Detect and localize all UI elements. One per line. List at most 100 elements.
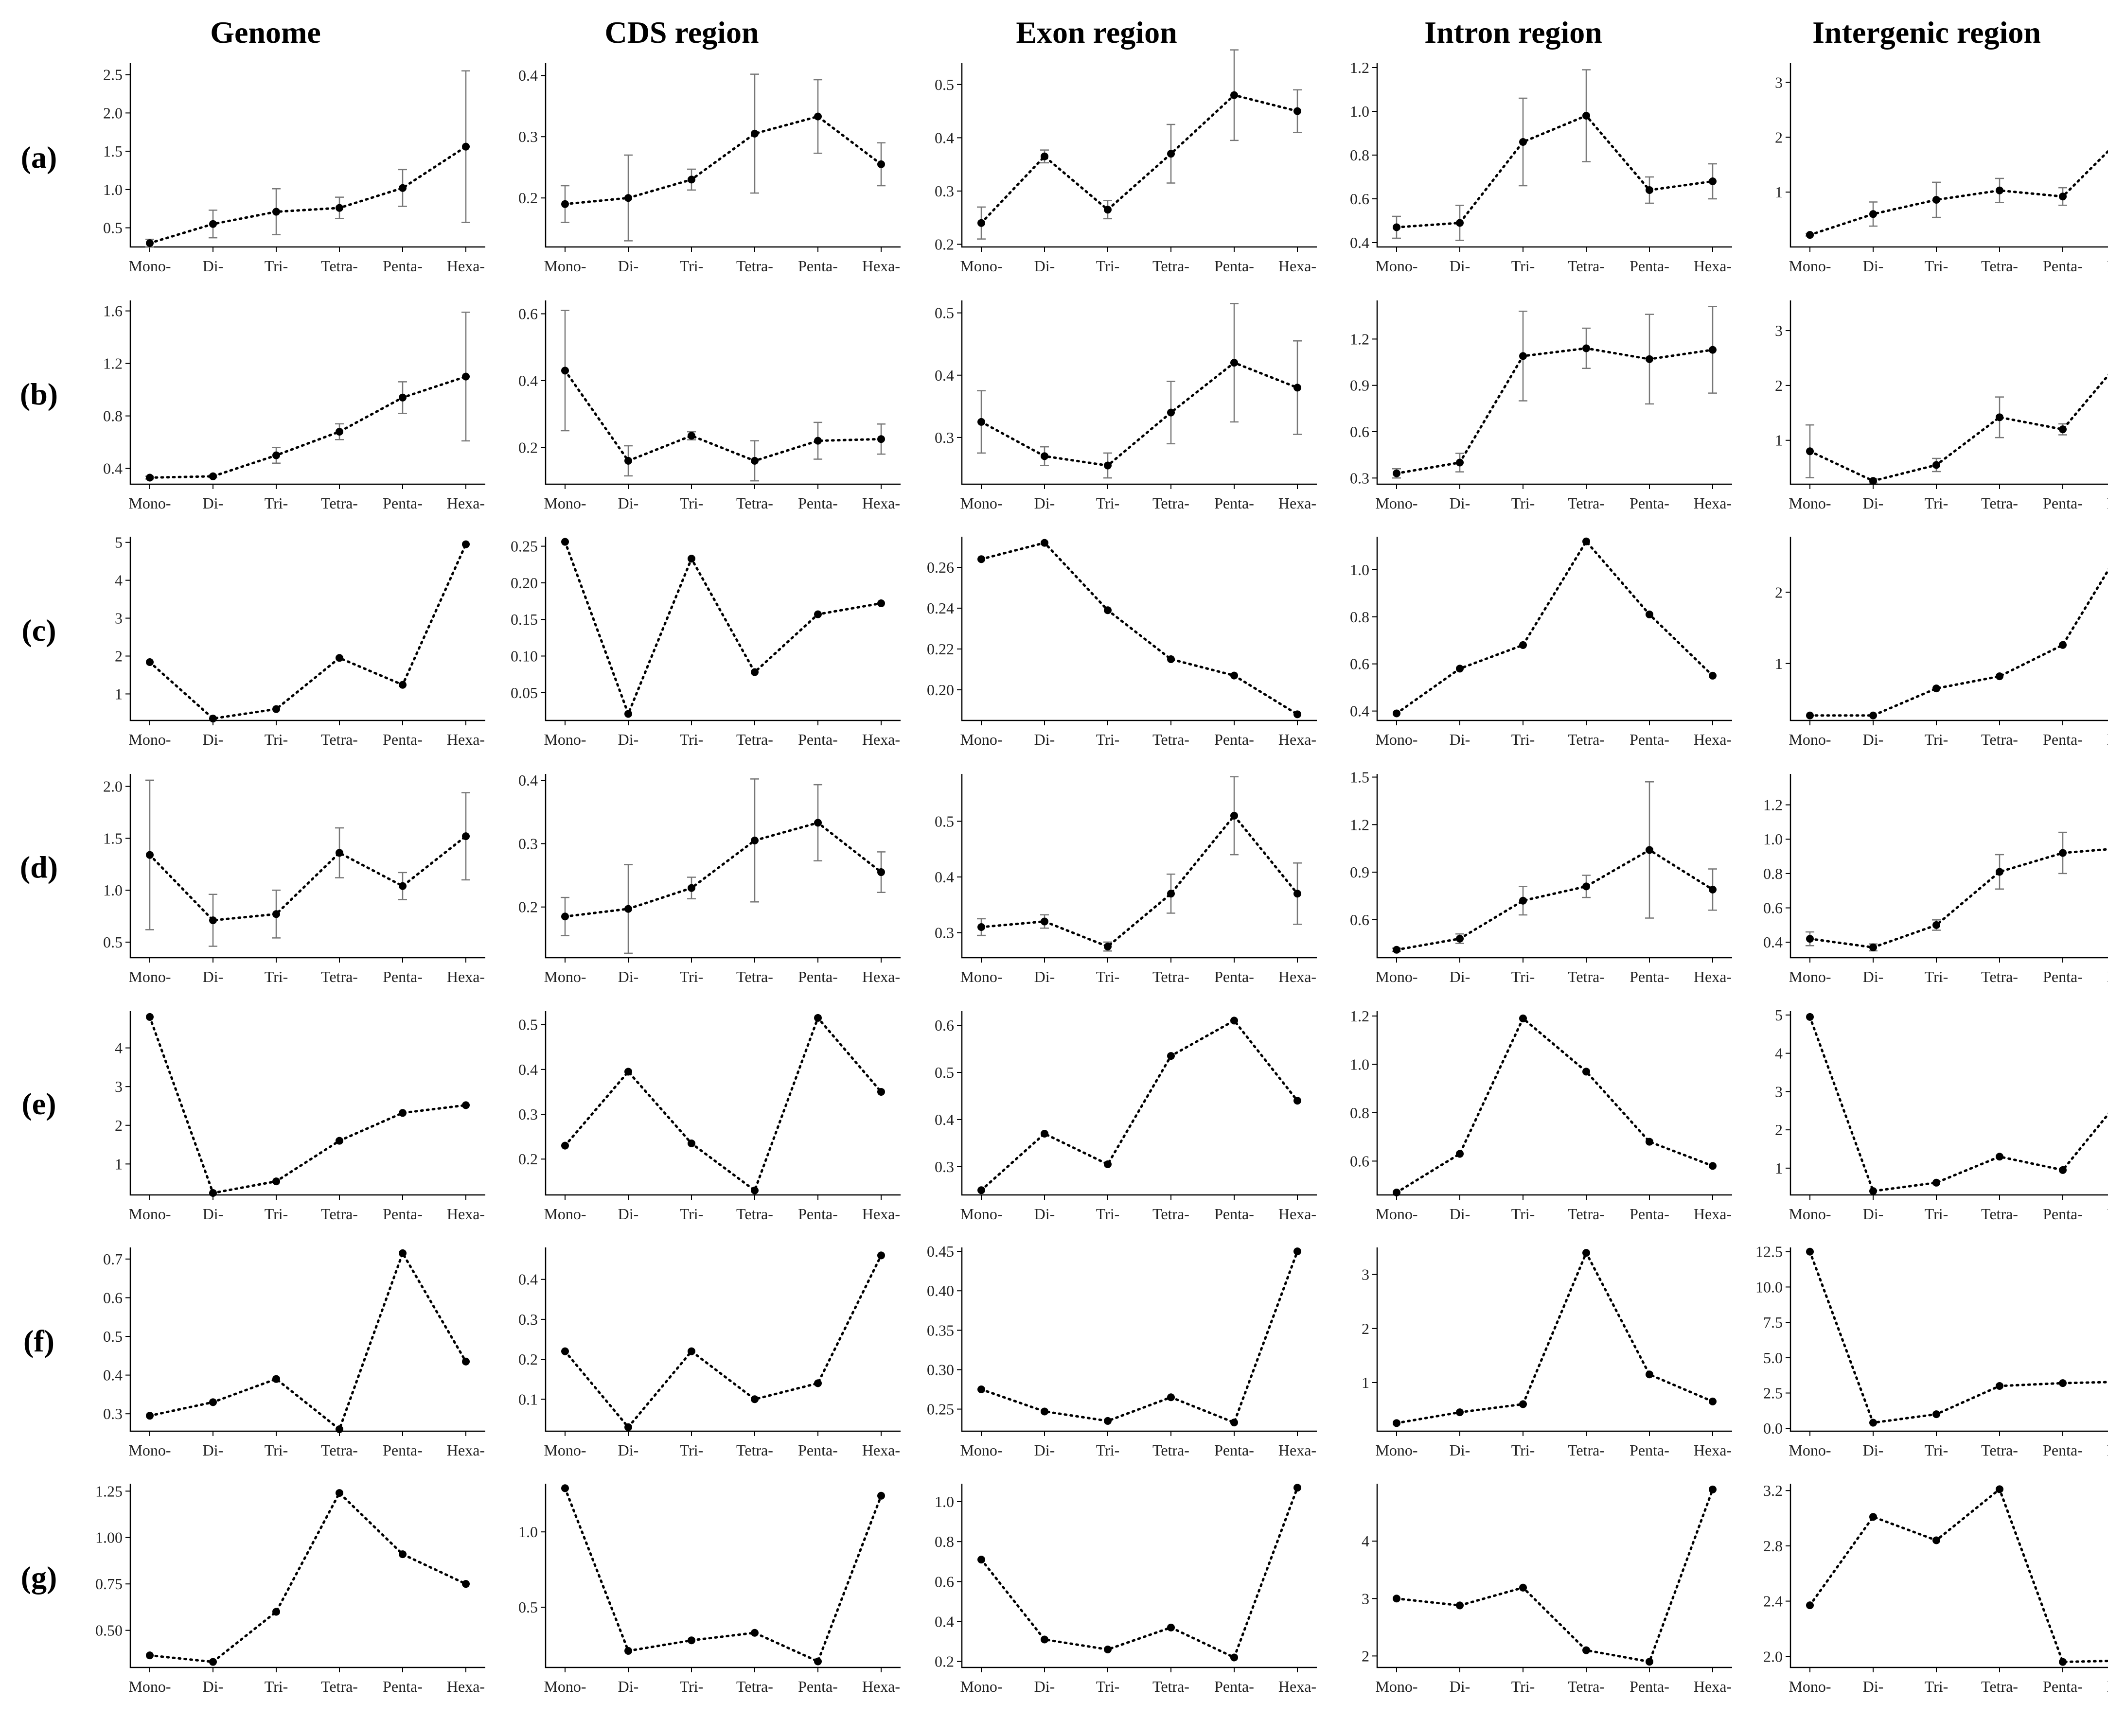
data-point [814, 610, 822, 618]
x-tick-label: Hexa- [1278, 731, 1316, 748]
x-tick-label: Mono- [128, 1205, 171, 1223]
y-tick-label: 0.30 [927, 1361, 954, 1378]
data-point [561, 367, 569, 375]
x-tick-label: Mono- [1789, 731, 1831, 748]
series-line [148, 145, 467, 245]
data-point [1167, 890, 1175, 898]
y-tick-label: 1 [1775, 1159, 1783, 1177]
y-tick-label: 0.8 [1350, 608, 1369, 626]
data-point [1519, 352, 1527, 360]
series-line [980, 93, 1299, 225]
axis-lines [545, 1011, 901, 1196]
y-tick-label: 2.0 [103, 778, 123, 795]
y-tick-label: 1.0 [103, 881, 123, 899]
y-tick-label: 0.6 [1350, 423, 1369, 440]
x-tick-label: Tetra- [321, 731, 358, 748]
x-tick-label: Tri- [1096, 731, 1120, 748]
series-line [1395, 848, 1714, 951]
y-tick-label: 2 [115, 1117, 123, 1134]
panel-e-intron: 0.6 0.8 1.0 1.2 Mono- Di- Tri- Tetra- Penta- Hexa… [1350, 1007, 1732, 1223]
panel-e-cds: 0.2 0.3 0.4 0.5 Mono- Di- Tri- Tetra- Penta- Hexa… [518, 1011, 901, 1223]
x-tick-label: Penta- [1630, 257, 1669, 275]
y-tick-label: 0.8 [1350, 1104, 1369, 1122]
x-tick-label: Tetra- [1981, 1205, 2018, 1223]
data-point [146, 1412, 154, 1420]
series-line [148, 835, 467, 922]
axis-lines [1376, 1247, 1732, 1432]
data-point [624, 1423, 632, 1431]
x-tick-label: Penta- [798, 1678, 838, 1695]
series-line [1395, 539, 1714, 715]
data-point [1293, 1484, 1301, 1492]
x-tick-label: Mono- [960, 731, 1002, 748]
x-tick-label: Di- [203, 1678, 224, 1695]
x-tick-label: Di- [618, 257, 639, 275]
y-tick-label: 0.5 [518, 1016, 538, 1034]
y-tick-label: 3 [1775, 1083, 1783, 1100]
data-point [399, 882, 407, 890]
x-tick-label: Hexa- [1278, 1678, 1316, 1695]
data-point [1167, 1623, 1175, 1631]
data-point [877, 868, 885, 877]
y-tick-label: 0.24 [927, 599, 954, 617]
x-tick-label: Penta- [2043, 494, 2083, 512]
data-point [1041, 1635, 1048, 1644]
axis-lines [1376, 774, 1732, 959]
data-point [877, 1087, 885, 1096]
y-tick-label: 0.20 [511, 574, 538, 592]
x-tick-label: Di- [203, 257, 224, 275]
y-tick-label: 2.4 [1763, 1593, 1783, 1610]
x-tick-label: Mono- [544, 494, 586, 512]
y-tick-label: 0.3 [518, 835, 538, 852]
y-tick-label: 2 [1775, 377, 1783, 394]
axis-lines [961, 537, 1317, 721]
x-tick-label: Hexa- [2107, 494, 2108, 512]
data-point [336, 428, 343, 436]
x-tick-label: Hexa- [447, 1441, 485, 1459]
x-tick-label: Tetra- [1152, 731, 1189, 748]
x-tick-label: Di- [1863, 731, 1884, 748]
x-tick-label: Di- [1863, 1441, 1884, 1459]
data-point [1293, 710, 1301, 719]
y-tick-label: 0.22 [927, 640, 954, 658]
data-point [1230, 1653, 1238, 1662]
data-point [1456, 458, 1464, 467]
data-point [1519, 896, 1527, 905]
data-point [877, 435, 885, 443]
column-title-intron-region: Intron region [1424, 15, 1602, 50]
y-tick-label: 3 [1362, 1590, 1369, 1607]
x-tick-label: Penta- [2043, 968, 2083, 985]
data-point [399, 393, 407, 402]
y-tick-label: 0.7 [103, 1250, 123, 1268]
x-tick-label: Hexa- [1694, 1441, 1732, 1459]
panel-e-genome: 1 2 3 4 Mono- Di- Tri- Tetra- Penta- Hexa- [115, 1011, 485, 1223]
data-point [977, 1385, 985, 1394]
x-tick-label: Penta- [1214, 1441, 1254, 1459]
data-point [399, 184, 407, 192]
x-tick-label: Mono- [960, 968, 1002, 985]
x-tick-label: Di- [1034, 731, 1055, 748]
panel-f-intergenic: 0.0 2.5 5.0 7.5 10.0 12.5 Mono- Di- Tri- Tetra- Pe… [1755, 1243, 2108, 1459]
data-point [2059, 1379, 2067, 1387]
data-point [272, 451, 280, 459]
data-point [1393, 223, 1400, 231]
data-point [751, 836, 759, 844]
axis-lines [129, 63, 485, 248]
series-line [1395, 1250, 1714, 1424]
y-tick-label: 10.0 [1755, 1278, 1783, 1296]
data-point [1041, 539, 1048, 547]
data-point [272, 1375, 280, 1383]
data-point [1869, 1419, 1877, 1427]
x-tick-label: Mono- [128, 731, 171, 748]
data-point [1519, 1014, 1527, 1022]
x-tick-label: Tetra- [321, 1205, 358, 1223]
data-point [751, 1186, 759, 1194]
data-point [688, 1347, 695, 1355]
data-point [2059, 1658, 2067, 1666]
data-point [1646, 846, 1653, 854]
x-tick-label: Penta- [2043, 257, 2083, 275]
x-tick-label: Penta- [798, 968, 838, 985]
series-line [1808, 1250, 2108, 1424]
x-tick-label: Di- [1863, 1678, 1884, 1695]
data-point [272, 705, 280, 713]
